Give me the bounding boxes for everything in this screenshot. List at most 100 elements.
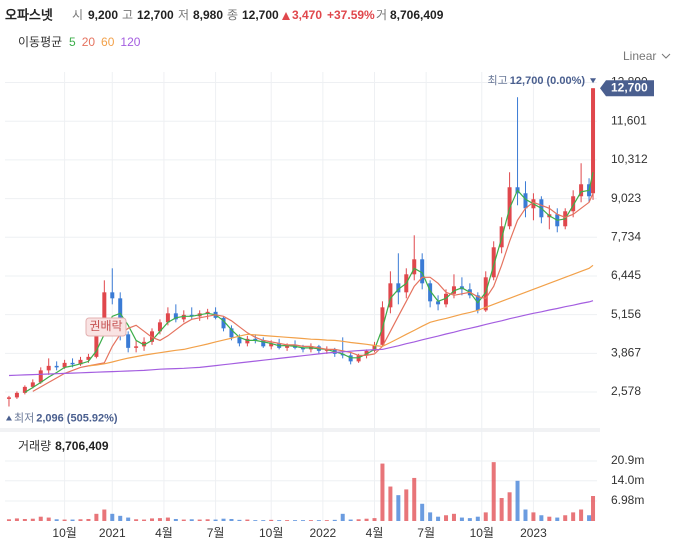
volume-bar [523,509,528,521]
y-tick-label: 6.98m [611,493,644,507]
y-tick-label: 7,734 [611,229,641,243]
candle-body [285,344,290,348]
volume-bar [142,519,147,521]
volume-bar [285,520,290,521]
candle-body [451,286,456,294]
candle-body [261,340,266,347]
volume-bar [150,518,155,521]
scale-chevron[interactable] [661,53,671,59]
volume-bar [181,519,186,521]
volume-bar [229,518,234,521]
volume-bar [459,517,464,521]
candle-body [30,382,35,387]
candle-body [46,365,51,371]
volume-bar [102,509,107,521]
legend-title: 이동평균 [18,35,62,49]
volume-bar [245,519,250,521]
candle-body [523,193,528,209]
x-tick-label: 10월 [470,526,494,540]
volume-bar [587,515,592,521]
candle-body [300,347,305,350]
candle-body [396,283,401,293]
volume-bar [221,518,226,521]
volume-bar [467,518,472,521]
x-tick-label: 4월 [155,526,173,540]
volume-bar [46,517,51,521]
volume-bar [205,519,210,521]
grid [5,72,597,521]
low-word: 저 [178,8,189,22]
volume-bar [30,518,35,521]
candle-body [22,386,27,393]
volume-bar [412,477,417,521]
up-arrow [282,12,290,20]
candle-body [78,359,83,365]
volume-bar [571,512,576,521]
x-tick-label: 2023 [520,526,547,540]
volume-bar [348,519,353,521]
low: 8,980 [193,8,223,22]
candle-body [388,283,393,308]
volume-bar [396,495,401,521]
candle-body [165,313,170,323]
open: 9,200 [88,8,118,22]
last-price: 12,700 [611,80,648,94]
candle-body [70,362,75,365]
candle-body [428,283,433,302]
candle-body [253,338,258,341]
volume-bar [436,516,441,521]
volume-bar [300,520,305,521]
volume-bar [340,513,345,521]
min-word: 최저 [14,411,34,424]
volume-bar [380,463,385,521]
volume-bar [293,520,298,521]
volume-bar [356,519,361,521]
open-word: 시 [72,8,83,22]
volume-bar [547,516,552,521]
volume-bar [6,519,11,521]
candle-body [412,259,417,275]
ma-line [24,172,594,393]
volume-bar [110,513,115,521]
candle-body [102,292,107,329]
volume-bar [70,519,75,521]
candle-body [229,328,234,338]
ma-line [8,300,594,377]
volume-bar [539,515,544,521]
y-tick-label: 10,312 [611,152,648,166]
volume-bar [515,480,520,521]
ma-line [32,193,594,392]
y-tick-label: 14.0m [611,473,644,487]
max-arrow [590,78,597,84]
volume-bar [54,519,59,521]
volume-bar [491,462,496,521]
volume-bar [277,520,282,521]
candle-body [436,301,441,305]
candle-body [269,343,274,347]
panel-divider [0,428,600,432]
volume-bar [213,519,218,521]
volume-bar [38,516,43,521]
candle-body [340,353,345,356]
legend-entry: 5 [69,35,76,49]
high-word: 고 [122,8,133,22]
y-tick-label: 11,601 [611,113,647,127]
close-word: 종 [227,8,238,22]
volume-bar [579,509,584,521]
overlay: 오파스넷 시 9,200 고 12,700 저 8,980 종 12,700 3… [5,7,671,540]
volume-bar [94,513,99,521]
volume-bar [253,520,258,521]
candle-body [205,311,210,314]
stock-name: 오파스넷 [5,7,53,22]
ma-line [88,264,594,367]
volume-bar [372,518,377,521]
volume-bar [62,519,67,521]
volume-bar [364,518,369,521]
volume-bar [591,496,596,521]
annotation-box [85,317,127,337]
scale-label[interactable]: Linear [623,49,656,63]
min-arrow [5,415,12,421]
volume-bar [324,520,329,521]
candle-body [134,346,139,348]
